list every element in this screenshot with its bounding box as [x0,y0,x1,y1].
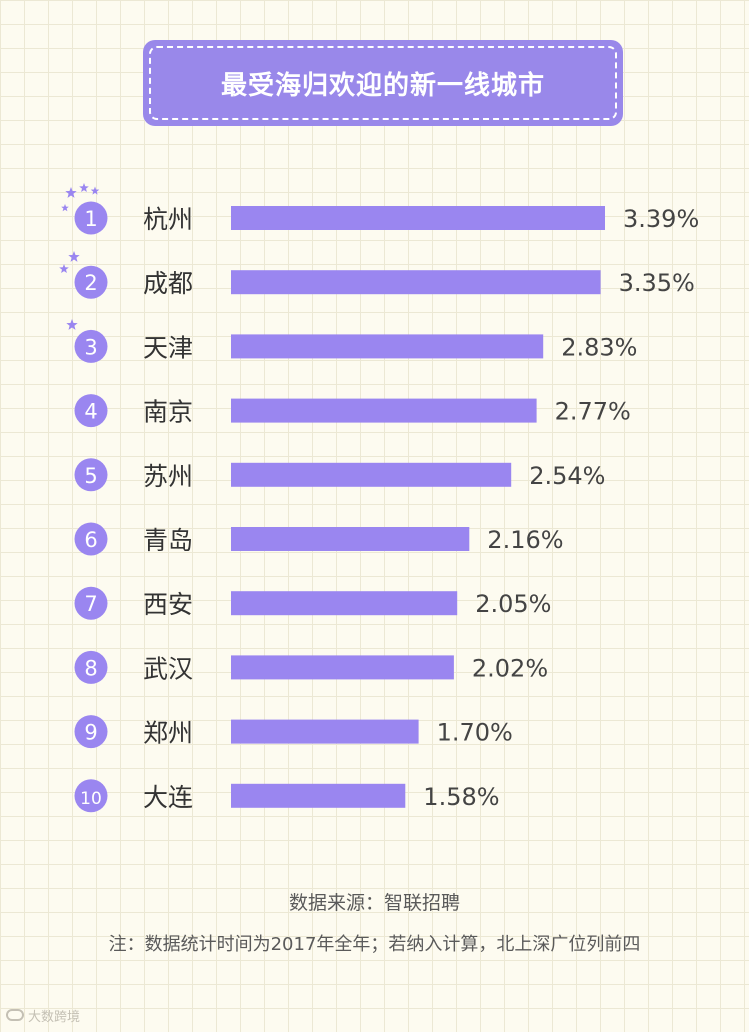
value-label: 2.83% [561,333,637,361]
source-text: 数据来源：智联招聘 [288,892,460,914]
bar [231,591,458,616]
city-label: 天津 [143,333,193,362]
rank-number: 1 [84,207,97,231]
rank-badge [74,522,108,556]
value-label: 2.02% [472,654,548,682]
star-icon [68,251,80,262]
rank-number: 2 [84,271,97,295]
city-label: 南京 [143,398,193,427]
city-label: 西安 [143,590,193,619]
rank-badge [74,394,108,428]
value-label: 1.70% [437,719,513,747]
rank-badge [74,329,108,363]
rank-number: 9 [84,721,97,745]
bar [231,270,601,295]
watermark: 大数跨境 [6,1004,80,1026]
note-text: 注：数据统计时间为2017年全年；若纳入计算，北上深广位列前四 [108,934,641,955]
value-label: 1.58% [423,783,499,811]
rank-number: 5 [84,464,97,488]
rank-number: 4 [84,400,97,424]
star-icon [65,187,77,198]
city-label: 杭州 [143,205,193,234]
city-label: 武汉 [143,654,193,683]
value-label: 2.05% [475,590,551,618]
star-icon [61,204,69,212]
value-label: 2.77% [555,398,631,426]
rank-number: 6 [84,528,97,552]
title-banner: 最受海归欢迎的新一线城市 [143,40,623,126]
star-icon [90,186,100,195]
value-label: 3.35% [619,269,695,297]
bar-chart: 1 杭州 3.39% 2 成都 3.35% 3 天津 2.83% 4 南京 2.77% 5 苏州 2.54%… [59,183,699,813]
watermark-logo-icon [6,1009,24,1021]
bar [231,206,605,230]
city-label: 大连 [143,783,193,812]
rank-number: 8 [84,656,97,680]
chart-title: 最受海归欢迎的新一线城市 [220,70,545,101]
watermark-text: 大数跨境 [28,1009,81,1025]
rank-badge [74,586,108,620]
city-label: 青岛 [143,526,193,555]
value-label: 3.39% [623,205,699,233]
rank-number: 7 [84,592,97,616]
rank-badge [74,201,108,235]
rank-badge [74,715,108,749]
rank-badge [74,650,108,684]
bar [231,462,512,487]
star-icon [59,264,69,273]
rank-badge [74,265,108,299]
star-icon [66,319,78,330]
city-label: 成都 [143,269,193,298]
rank-badge [74,779,108,813]
bar [231,719,419,744]
star-icon [79,183,89,192]
bar [231,398,537,423]
bar [231,783,406,808]
value-label: 2.54% [529,462,605,490]
rank-number: 3 [84,335,97,359]
city-label: 郑州 [143,719,193,748]
value-label: 2.16% [487,526,563,554]
title-dashed-border: 最受海归欢迎的新一线城市 [149,46,617,120]
rank-number: 10 [80,789,102,809]
city-label: 苏州 [143,462,193,491]
bar [231,334,544,359]
bar [231,527,470,551]
rank-badge [74,458,108,492]
bar [231,655,454,680]
